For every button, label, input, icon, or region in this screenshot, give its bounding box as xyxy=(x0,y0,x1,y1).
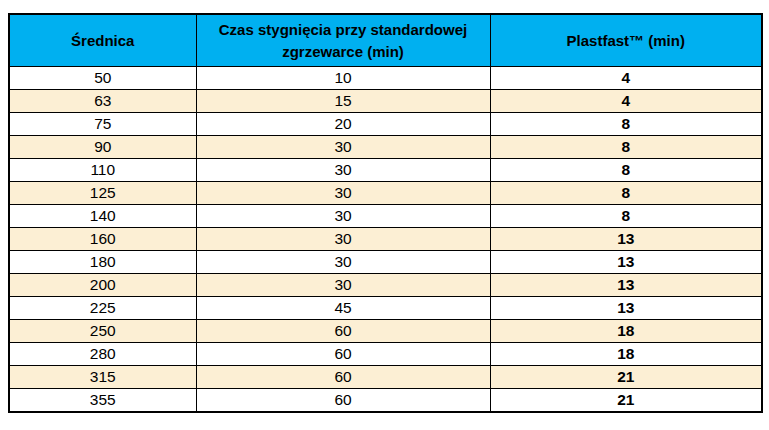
cell-plastfast-time: 13 xyxy=(490,274,762,297)
table-row: 280 60 18 xyxy=(9,343,762,366)
cell-plastfast-time: 13 xyxy=(490,251,762,274)
table-row: 250 60 18 xyxy=(9,320,762,343)
cell-standard-time: 15 xyxy=(196,90,490,113)
cell-diameter: 160 xyxy=(9,228,196,251)
cell-diameter: 315 xyxy=(9,366,196,389)
cell-diameter: 63 xyxy=(9,90,196,113)
cell-plastfast-time: 8 xyxy=(490,182,762,205)
cell-plastfast-time: 18 xyxy=(490,320,762,343)
cell-diameter: 50 xyxy=(9,67,196,90)
cell-standard-time: 30 xyxy=(196,205,490,228)
cooling-times-table: Średnica Czas stygnięcia przy standardow… xyxy=(8,13,763,413)
cell-diameter: 110 xyxy=(9,159,196,182)
cell-plastfast-time: 13 xyxy=(490,297,762,320)
column-header-diameter: Średnica xyxy=(9,14,196,67)
cell-plastfast-time: 21 xyxy=(490,389,762,413)
table-row: 110 30 8 xyxy=(9,159,762,182)
cell-diameter: 140 xyxy=(9,205,196,228)
cell-standard-time: 30 xyxy=(196,136,490,159)
table-row: 125 30 8 xyxy=(9,182,762,205)
table-row: 140 30 8 xyxy=(9,205,762,228)
cell-diameter: 250 xyxy=(9,320,196,343)
table-container: Średnica Czas stygnięcia przy standardow… xyxy=(0,0,769,428)
table-row: 180 30 13 xyxy=(9,251,762,274)
cell-diameter: 125 xyxy=(9,182,196,205)
cell-diameter: 180 xyxy=(9,251,196,274)
cell-diameter: 75 xyxy=(9,113,196,136)
cell-standard-time: 30 xyxy=(196,228,490,251)
table-row: 355 60 21 xyxy=(9,389,762,413)
cell-plastfast-time: 4 xyxy=(490,90,762,113)
table-row: 315 60 21 xyxy=(9,366,762,389)
cell-plastfast-time: 4 xyxy=(490,67,762,90)
cell-standard-time: 10 xyxy=(196,67,490,90)
table-row: 90 30 8 xyxy=(9,136,762,159)
table-row: 50 10 4 xyxy=(9,67,762,90)
cell-standard-time: 30 xyxy=(196,274,490,297)
cell-diameter: 280 xyxy=(9,343,196,366)
cell-diameter: 225 xyxy=(9,297,196,320)
cell-diameter: 200 xyxy=(9,274,196,297)
table-row: 63 15 4 xyxy=(9,90,762,113)
cell-plastfast-time: 13 xyxy=(490,228,762,251)
header-row: Średnica Czas stygnięcia przy standardow… xyxy=(9,14,762,67)
cell-plastfast-time: 18 xyxy=(490,343,762,366)
cell-standard-time: 30 xyxy=(196,182,490,205)
cell-plastfast-time: 8 xyxy=(490,113,762,136)
cell-standard-time: 30 xyxy=(196,251,490,274)
table-row: 75 20 8 xyxy=(9,113,762,136)
cell-standard-time: 60 xyxy=(196,343,490,366)
table-row: 200 30 13 xyxy=(9,274,762,297)
table-row: 225 45 13 xyxy=(9,297,762,320)
cell-plastfast-time: 8 xyxy=(490,205,762,228)
cell-standard-time: 60 xyxy=(196,366,490,389)
table-row: 160 30 13 xyxy=(9,228,762,251)
cell-plastfast-time: 8 xyxy=(490,159,762,182)
cell-standard-time: 60 xyxy=(196,389,490,413)
cell-diameter: 355 xyxy=(9,389,196,413)
cell-plastfast-time: 8 xyxy=(490,136,762,159)
column-header-standard-welder: Czas stygnięcia przy standardowej zgrzew… xyxy=(196,14,490,67)
cell-plastfast-time: 21 xyxy=(490,366,762,389)
cell-standard-time: 20 xyxy=(196,113,490,136)
cell-diameter: 90 xyxy=(9,136,196,159)
column-header-plastfast: Plastfast™ (min) xyxy=(490,14,762,67)
cell-standard-time: 30 xyxy=(196,159,490,182)
cell-standard-time: 60 xyxy=(196,320,490,343)
cell-standard-time: 45 xyxy=(196,297,490,320)
